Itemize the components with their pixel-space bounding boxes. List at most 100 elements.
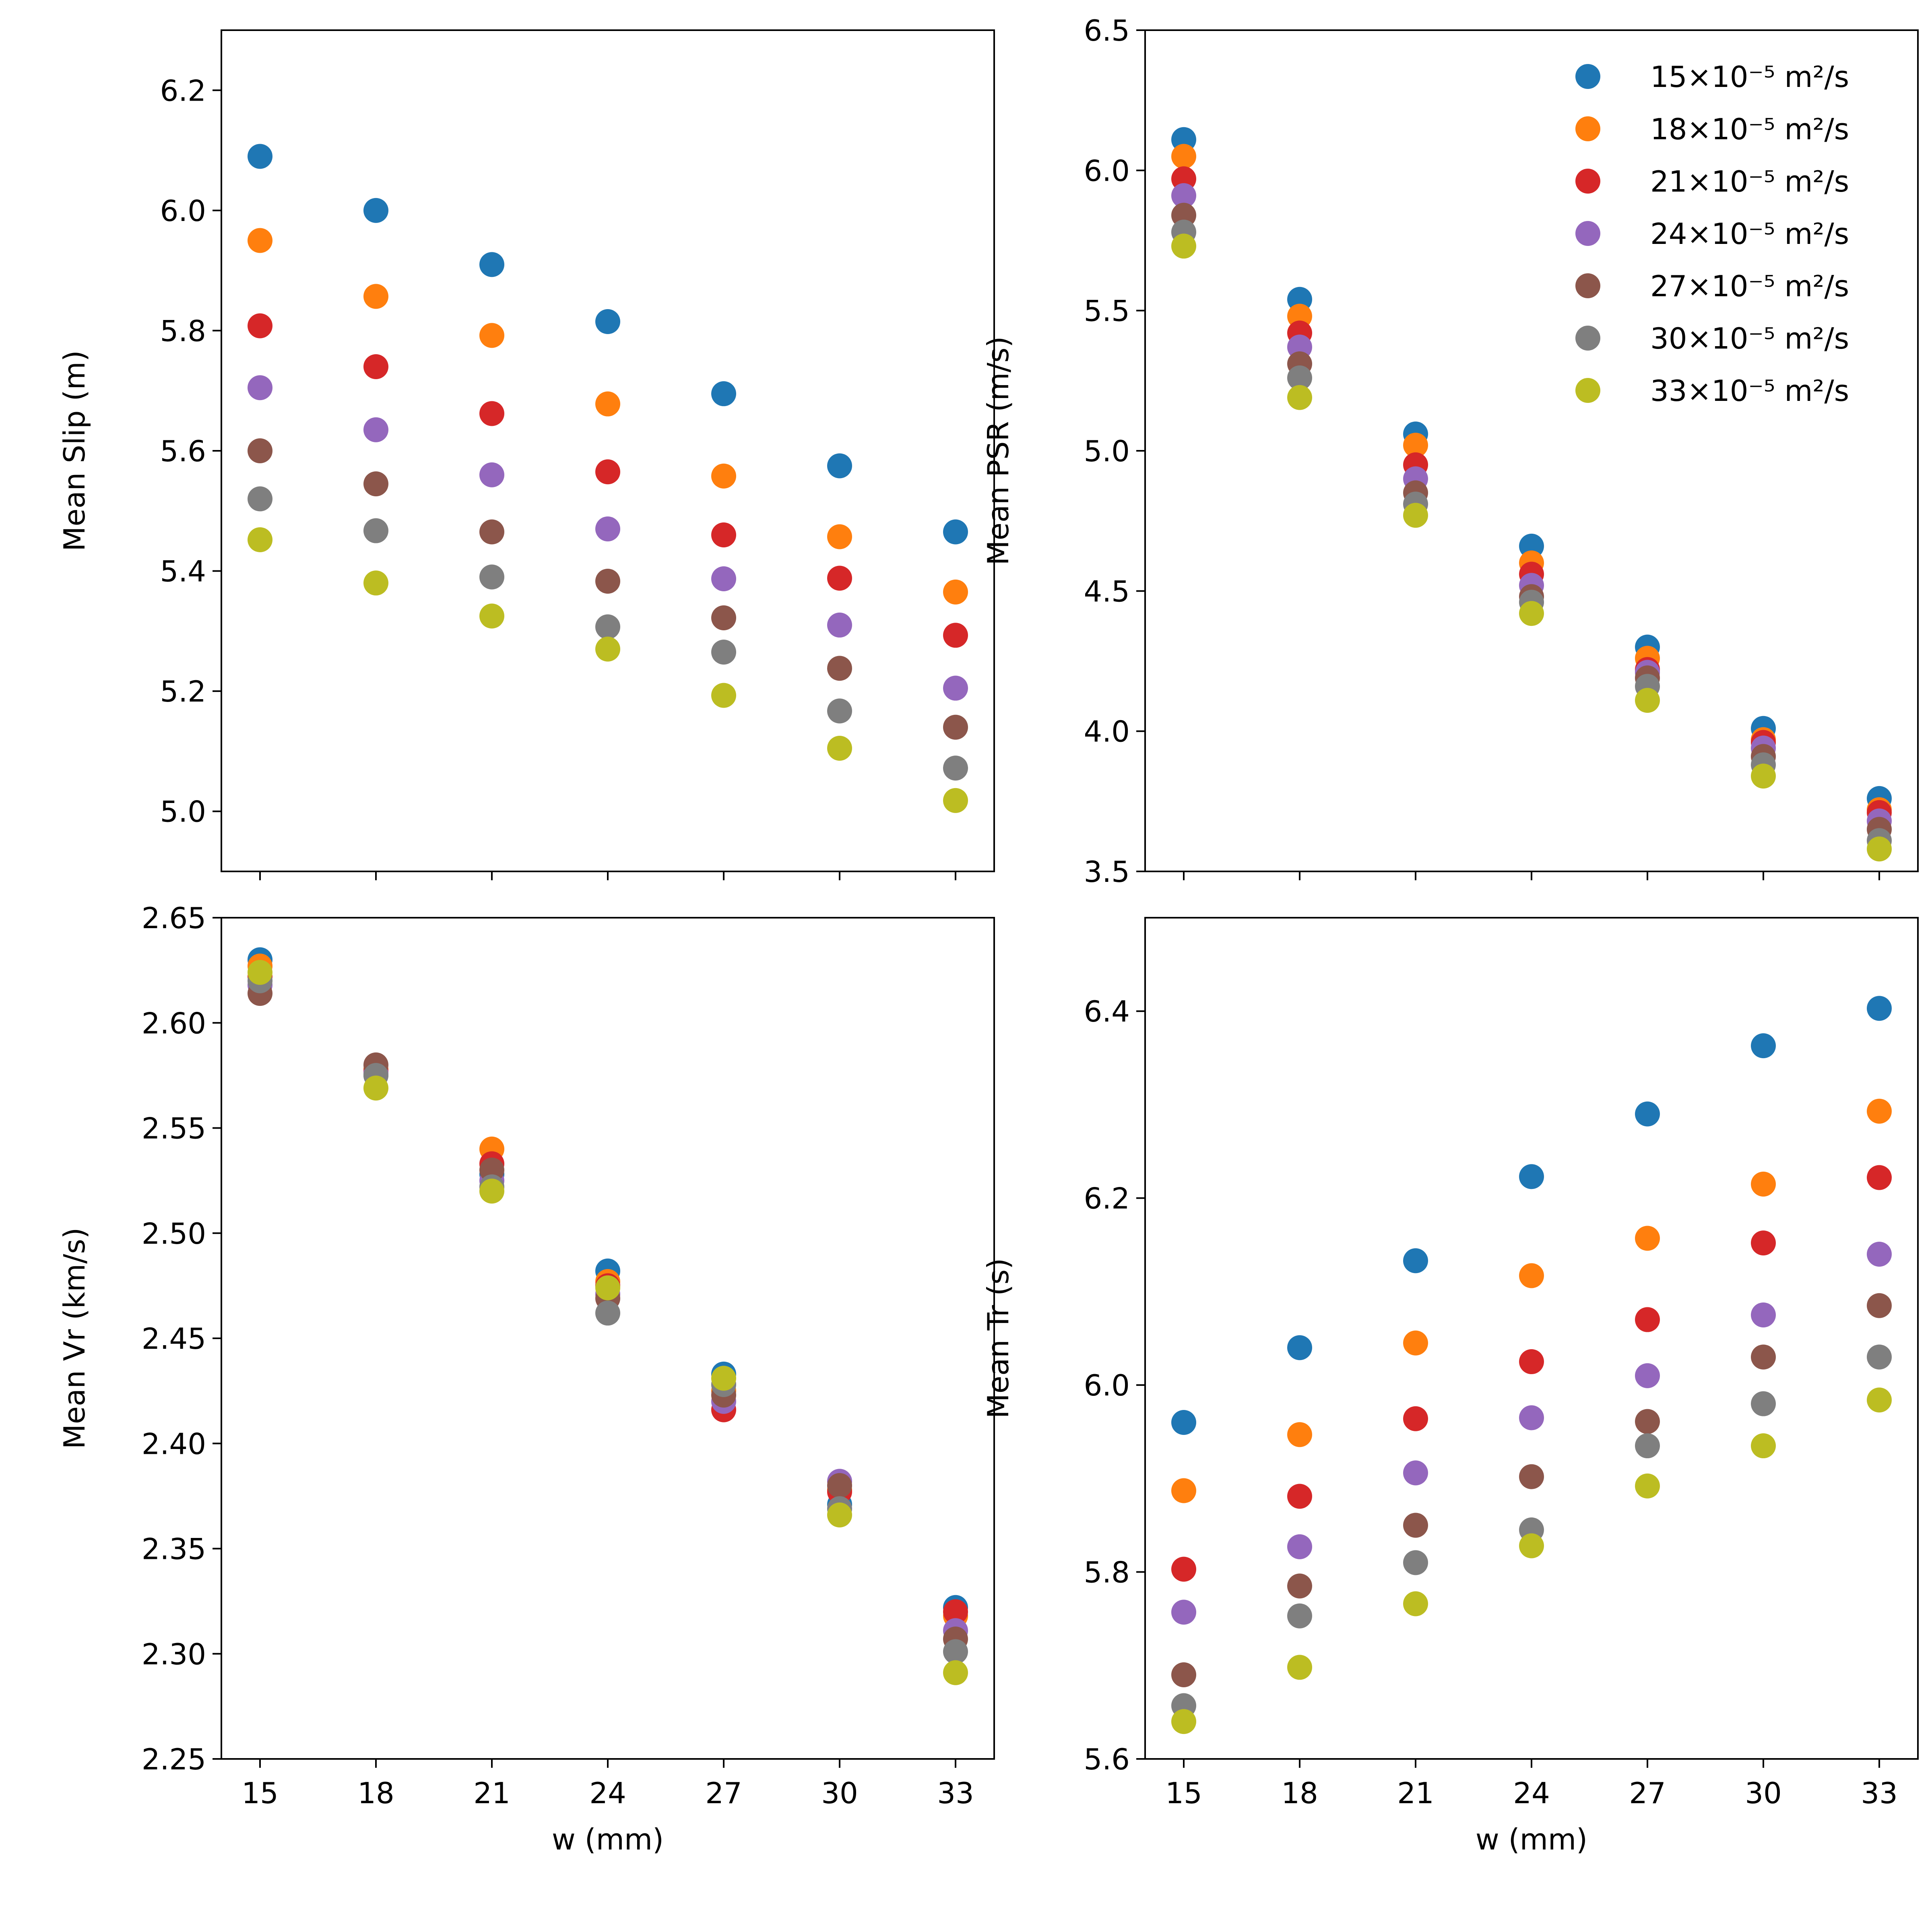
legend: 15×10⁻⁵ m²/s 18×10⁻⁵ m²/s 21×10⁻⁵ m²/s 24×1… xyxy=(1575,60,1849,408)
x-tick-label: 27 xyxy=(1629,1776,1666,1810)
point-series-7-x-33 xyxy=(1867,1387,1892,1413)
point-series-7-x-21 xyxy=(1403,503,1428,528)
point-series-7-x-24 xyxy=(1519,601,1544,626)
point-series-2-x-24 xyxy=(595,391,620,417)
legend-label-6: 30×10⁻⁵ m²/s xyxy=(1650,322,1849,355)
point-series-2-x-15 xyxy=(1171,144,1196,169)
panel-mean-tr: 5.6 5.8 6.0 6.2 6.4 15 18 21 24 27 30 33 Mean Tr (s)… xyxy=(981,917,1919,1856)
point-series-3-x-27 xyxy=(1635,1307,1660,1332)
point-series-6-x-33 xyxy=(943,1639,968,1664)
point-series-1-x-30 xyxy=(827,453,852,479)
y-tick-label: 5.8 xyxy=(160,314,206,348)
point-series-1-x-33 xyxy=(943,519,968,545)
point-series-4-x-21 xyxy=(479,462,504,487)
point-series-1-x-15 xyxy=(1171,1410,1196,1435)
y-tick-label: 5.2 xyxy=(160,675,206,708)
point-series-7-x-27 xyxy=(1635,688,1660,713)
point-series-7-x-33 xyxy=(943,788,968,813)
point-series-7-x-18 xyxy=(1287,1655,1312,1680)
point-series-1-x-21 xyxy=(1403,1248,1428,1274)
panel-mean-psr: 3.5 4.0 4.5 5.0 5.5 6.0 6.5 Mean PSR (m/s) xyxy=(981,14,1919,889)
y-tick-label: 2.55 xyxy=(142,1112,206,1146)
x-tick-label: 15 xyxy=(242,1776,279,1810)
y-tick-label: 2.50 xyxy=(142,1217,206,1251)
y-axis-label: Mean Tr (s) xyxy=(981,1258,1015,1419)
point-series-5-x-33 xyxy=(1867,1293,1892,1318)
y-tick-label: 6.0 xyxy=(160,194,206,228)
y-axis-label: Mean PSR (m/s) xyxy=(981,336,1015,565)
legend-label-5: 27×10⁻⁵ m²/s xyxy=(1650,269,1849,303)
point-series-5-x-18 xyxy=(363,471,388,497)
legend-marker-3 xyxy=(1575,169,1600,194)
point-series-3-x-27 xyxy=(711,522,736,547)
x-tick-label: 21 xyxy=(1397,1776,1434,1810)
y-tick-label: 5.8 xyxy=(1084,1556,1130,1589)
legend-marker-6 xyxy=(1575,326,1600,351)
point-series-3-x-33 xyxy=(943,623,968,648)
point-series-4-x-30 xyxy=(1751,1302,1776,1327)
point-series-3-x-15 xyxy=(1171,1556,1196,1582)
point-series-4-x-24 xyxy=(595,516,620,542)
point-series-7-x-15 xyxy=(1171,233,1196,259)
point-series-4-x-27 xyxy=(711,566,736,591)
point-series-7-x-30 xyxy=(1751,764,1776,789)
point-series-5-x-15 xyxy=(248,438,272,463)
x-tick-label: 33 xyxy=(937,1776,974,1810)
legend-label-3: 21×10⁻⁵ m²/s xyxy=(1650,165,1849,198)
point-series-3-x-24 xyxy=(595,459,620,485)
point-series-6-x-21 xyxy=(479,564,504,590)
legend-marker-2 xyxy=(1575,116,1600,141)
point-series-7-x-18 xyxy=(1287,385,1312,410)
point-series-7-x-15 xyxy=(248,527,272,552)
point-series-5-x-27 xyxy=(1635,1409,1660,1434)
point-series-7-x-33 xyxy=(943,1660,968,1685)
y-tick-label: 4.0 xyxy=(1084,715,1130,749)
point-series-4-x-18 xyxy=(363,417,388,442)
x-tick-label: 30 xyxy=(1745,1776,1782,1810)
point-series-5-x-33 xyxy=(943,714,968,740)
y-tick-label: 6.4 xyxy=(1084,995,1130,1028)
x-tick-label: 21 xyxy=(473,1776,510,1810)
point-series-1-x-27 xyxy=(711,381,736,407)
legend-label-7: 33×10⁻⁵ m²/s xyxy=(1650,374,1849,408)
point-series-4-x-15 xyxy=(248,375,272,400)
point-series-3-x-15 xyxy=(248,313,272,339)
point-series-7-x-15 xyxy=(248,960,272,985)
point-series-1-x-21 xyxy=(479,252,504,277)
legend-label-1: 15×10⁻⁵ m²/s xyxy=(1650,60,1849,94)
y-tick-label: 2.30 xyxy=(142,1637,206,1671)
y-tick-label: 5.6 xyxy=(1084,1742,1130,1776)
y-tick-label: 6.0 xyxy=(1084,1368,1130,1402)
legend-marker-5 xyxy=(1575,273,1600,298)
y-tick-label: 2.40 xyxy=(142,1427,206,1461)
point-series-2-x-21 xyxy=(1403,1330,1428,1356)
point-series-6-x-24 xyxy=(595,614,620,640)
point-series-4-x-15 xyxy=(1171,183,1196,208)
y-tick-label: 6.5 xyxy=(1084,14,1130,47)
point-series-5-x-30 xyxy=(1751,1344,1776,1370)
x-tick-label: 30 xyxy=(821,1776,858,1810)
point-series-6-x-24 xyxy=(595,1300,620,1326)
point-series-7-x-27 xyxy=(711,683,736,708)
point-series-7-x-18 xyxy=(363,570,388,596)
point-series-6-x-15 xyxy=(248,486,272,512)
point-series-5-x-27 xyxy=(711,605,736,631)
point-series-7-x-21 xyxy=(479,603,504,629)
point-series-4-x-30 xyxy=(827,612,852,638)
point-series-5-x-24 xyxy=(1519,1464,1544,1489)
point-series-5-x-24 xyxy=(595,568,620,594)
point-series-6-x-18 xyxy=(363,518,388,543)
point-series-4-x-15 xyxy=(1171,1600,1196,1625)
point-series-3-x-30 xyxy=(827,566,852,591)
point-series-2-x-18 xyxy=(1287,1422,1312,1447)
y-tick-label: 2.60 xyxy=(142,1006,206,1040)
point-series-6-x-30 xyxy=(1751,1391,1776,1416)
y-tick-label: 5.0 xyxy=(1084,434,1130,468)
axes-frame xyxy=(1144,29,1919,872)
point-series-1-x-30 xyxy=(1751,1033,1776,1059)
y-tick-label: 6.0 xyxy=(1084,154,1130,188)
x-tick-label: 18 xyxy=(1281,1776,1318,1810)
x-tick-label: 18 xyxy=(357,1776,394,1810)
point-series-2-x-30 xyxy=(1751,1171,1776,1197)
